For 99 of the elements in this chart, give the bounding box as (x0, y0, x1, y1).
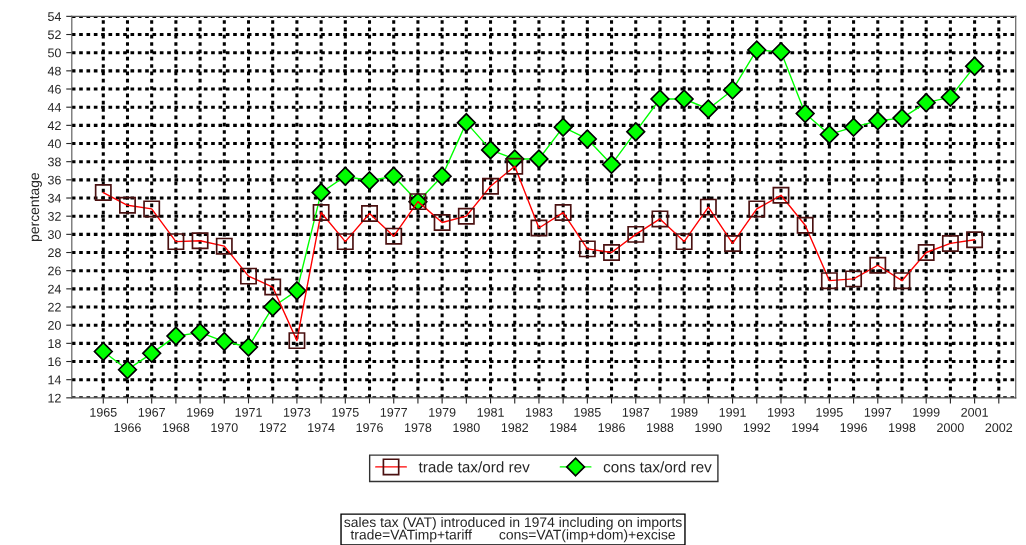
point (868, 111, 888, 131)
y-tick-label: 28 (48, 248, 61, 258)
point (480, 140, 501, 160)
y-tick-label: 36 (47, 175, 61, 185)
y-tick-label: 46 (47, 84, 61, 94)
point (747, 40, 767, 60)
x-tick-label: 1982 (501, 423, 529, 433)
point (553, 117, 573, 137)
x-tick-label: 1966 (114, 423, 141, 433)
x-tick-label: 1976 (356, 423, 383, 433)
point (916, 92, 936, 113)
point (214, 331, 234, 352)
point (601, 154, 622, 175)
x-tick-label: 1989 (671, 407, 698, 417)
point (432, 166, 452, 186)
x-tick-label: 1998 (889, 423, 916, 433)
y-tick-label: 20 (48, 320, 61, 330)
x-tick-label: 1972 (259, 423, 286, 433)
x-tick-label: 1973 (283, 407, 311, 417)
y-tick-label: 16 (48, 357, 61, 367)
x-tick-label: 2000 (937, 423, 964, 433)
x-tick-label: 1992 (743, 423, 771, 433)
point (650, 89, 670, 109)
x-tick-label: 1970 (211, 423, 238, 433)
point (190, 322, 210, 343)
x-tick-label: 1968 (162, 423, 190, 433)
point (771, 42, 791, 62)
x-tick-label: 1987 (622, 407, 650, 417)
y-tick-label: 30 (47, 230, 61, 239)
x-tick-label: 2001 (961, 407, 988, 417)
y-tick-label: 12 (48, 393, 61, 403)
x-tick-label: 1967 (138, 407, 165, 417)
point (795, 103, 815, 124)
x-tick-label: 1977 (380, 407, 407, 417)
point (384, 166, 404, 186)
x-tick-label: 1999 (913, 407, 940, 417)
y-tick-label: 42 (47, 121, 61, 130)
point (117, 360, 138, 380)
y-tick-label: 52 (48, 30, 61, 40)
point (698, 99, 719, 119)
x-tick-label: 1969 (187, 407, 214, 417)
y-tick-label: 26 (48, 266, 61, 276)
point (456, 112, 477, 133)
point (93, 341, 113, 362)
point (529, 149, 549, 169)
point (626, 122, 646, 142)
y-tick-label: 54 (48, 12, 62, 21)
y-tick-label: 40 (47, 139, 61, 149)
point (166, 326, 186, 346)
x-tick-label: 1990 (695, 423, 722, 433)
legend-label: trade tax/ord rev (418, 461, 530, 473)
point (940, 87, 961, 107)
point (359, 171, 380, 191)
y-tick-label: 14 (48, 375, 62, 385)
point (892, 108, 912, 128)
point (674, 89, 694, 109)
x-tick-label: 1978 (404, 423, 432, 433)
x-tick-label: 1986 (598, 423, 625, 433)
point (964, 56, 985, 76)
x-tick-label: 1971 (235, 407, 262, 417)
point (287, 280, 307, 301)
x-tick-label: 1988 (647, 423, 674, 433)
y-tick-label: 24 (48, 284, 62, 294)
point (819, 124, 840, 145)
x-tick-label: 1975 (332, 407, 359, 417)
y-tick-label: 48 (47, 66, 61, 76)
y-tick-label: 38 (47, 157, 61, 167)
point (311, 182, 331, 203)
x-tick-label: 1974 (308, 423, 335, 433)
x-tick-label: 1965 (90, 407, 117, 417)
point (335, 166, 355, 186)
x-tick-label: 1993 (768, 407, 795, 417)
text: sales tax (VAT) introduced in 1974 including on imports trade=VATimp+tariff cons=VAT(imp+dom)+excise (344, 516, 682, 543)
point (722, 80, 743, 100)
x-tick-label: 2002 (985, 423, 1013, 433)
x-tick-label: 1995 (816, 407, 843, 417)
x-tick-label: 1994 (792, 423, 819, 433)
y-tick-label: 32 (47, 211, 61, 221)
x-tick-label: 1996 (840, 423, 867, 433)
y-tick-label: 18 (48, 339, 61, 348)
y-tick-label: 44 (47, 103, 62, 112)
x-tick-label: 1980 (453, 423, 480, 433)
point (843, 117, 864, 137)
point (577, 129, 598, 149)
legend-label: cons tax/ord rev (603, 461, 712, 473)
x-tick-label: 1991 (719, 407, 746, 417)
x-tick-label: 1985 (574, 407, 601, 417)
y-axis-title: percentage (30, 172, 42, 241)
x-tick-label: 1984 (550, 423, 577, 433)
y-tick-label: 50 (48, 48, 61, 58)
y-tick-label: 34 (47, 193, 62, 203)
point (238, 337, 259, 357)
point (142, 343, 162, 364)
x-tick-label: 1997 (864, 407, 892, 417)
point (263, 297, 283, 317)
x-tick-label: 1979 (429, 407, 456, 417)
x-tick-label: 1983 (525, 407, 553, 417)
y-tick-label: 22 (48, 302, 61, 312)
x-tick-label: 1981 (477, 407, 504, 417)
